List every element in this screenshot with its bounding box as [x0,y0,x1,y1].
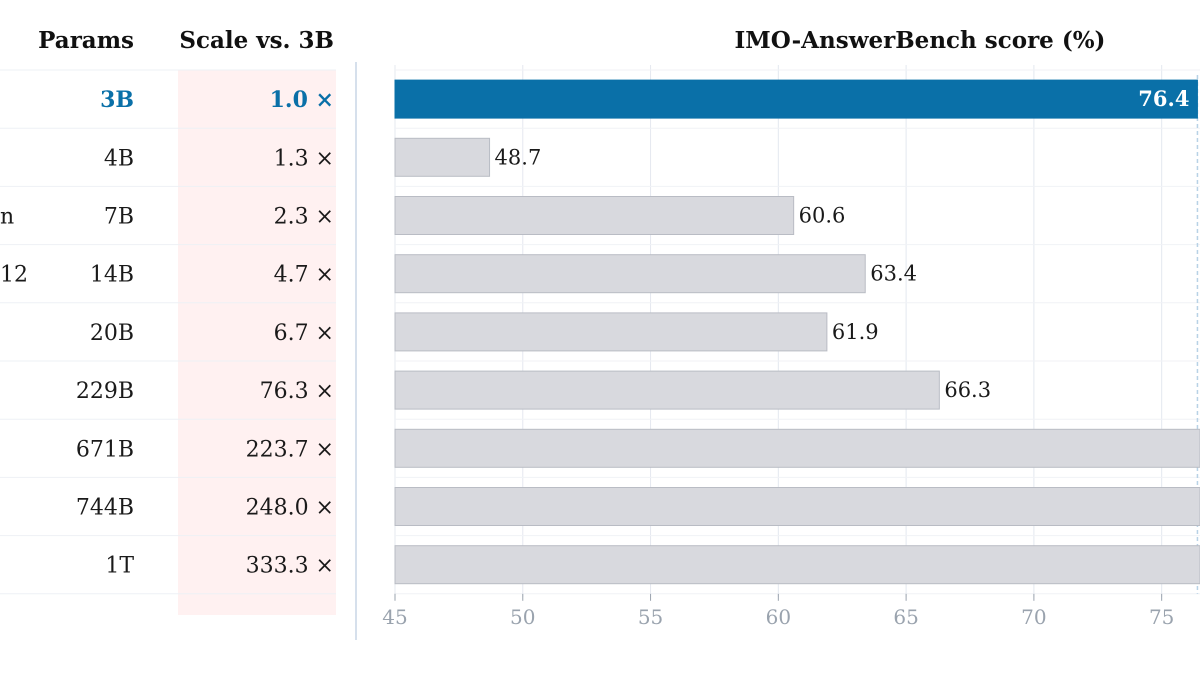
bars [394,79,1200,585]
value-label-20B: 61.9 [832,320,879,344]
x-axis: 45 50 55 60 65 70 75 [382,593,1174,629]
scale-cell: 6.7 × [274,321,334,346]
scale-cell: 223.7 × [246,437,334,462]
x-tick-label: 45 [382,605,407,629]
params-cell: 229B [76,379,134,404]
params-cell: 3B [100,87,134,113]
x-tick-label: 55 [638,605,663,629]
bar-4B [394,137,491,177]
value-label-3B: 76.4 [1138,86,1189,111]
params-cell: 14B [90,263,134,288]
bar-7B [394,196,795,235]
value-labels: 76.4 48.7 60.6 63.4 61.9 66.3 [495,86,1190,402]
params-cell: 20B [90,321,134,346]
bar-3B [394,79,1198,119]
scale-cell: 1.3 × [274,146,334,171]
grid-lines [0,65,1200,597]
x-tick-label: 60 [766,605,791,629]
value-label-4B: 48.7 [495,145,542,169]
model-name-fragment: n [0,205,14,230]
params-cell: 4B [104,146,134,171]
scale-cell: 1.0 × [270,87,334,113]
bar-1T [394,545,1200,585]
x-tick-label: 65 [893,605,918,629]
bar-671B [394,428,1200,468]
x-tick-label: 70 [1021,605,1046,629]
bar-20B [394,312,828,352]
model-name-fragment: 12 [0,263,28,288]
params-cell: 744B [76,496,134,521]
bar-744B [394,487,1200,526]
params-cell: 7B [104,205,134,230]
scale-cell: 76.3 × [260,379,334,404]
bar-14B [394,254,866,294]
value-label-7B: 60.6 [799,204,846,228]
scale-header: Scale vs. 3B [179,27,334,54]
scale-cell: 2.3 × [274,205,334,230]
bar-229B [394,370,940,410]
scale-cell: 4.7 × [274,263,334,288]
params-header: Params [38,27,134,54]
table-rows: 3B 1.0 × 4B 1.3 × n 7B 2.3 × 12 14B 4.7 × 20B 6.7 ×… [0,87,334,579]
scale-cell: 248.0 × [246,496,334,521]
params-cell: 671B [76,437,134,462]
x-tick-label: 75 [1149,605,1174,629]
value-label-14B: 63.4 [870,262,917,286]
value-label-229B: 66.3 [944,378,991,402]
scale-cell: 333.3 × [246,554,334,579]
chart-title: IMO-AnswerBench score (%) [735,27,1106,54]
x-tick-label: 50 [510,605,535,629]
scale-column-background [178,70,336,615]
params-cell: 1T [105,554,134,579]
